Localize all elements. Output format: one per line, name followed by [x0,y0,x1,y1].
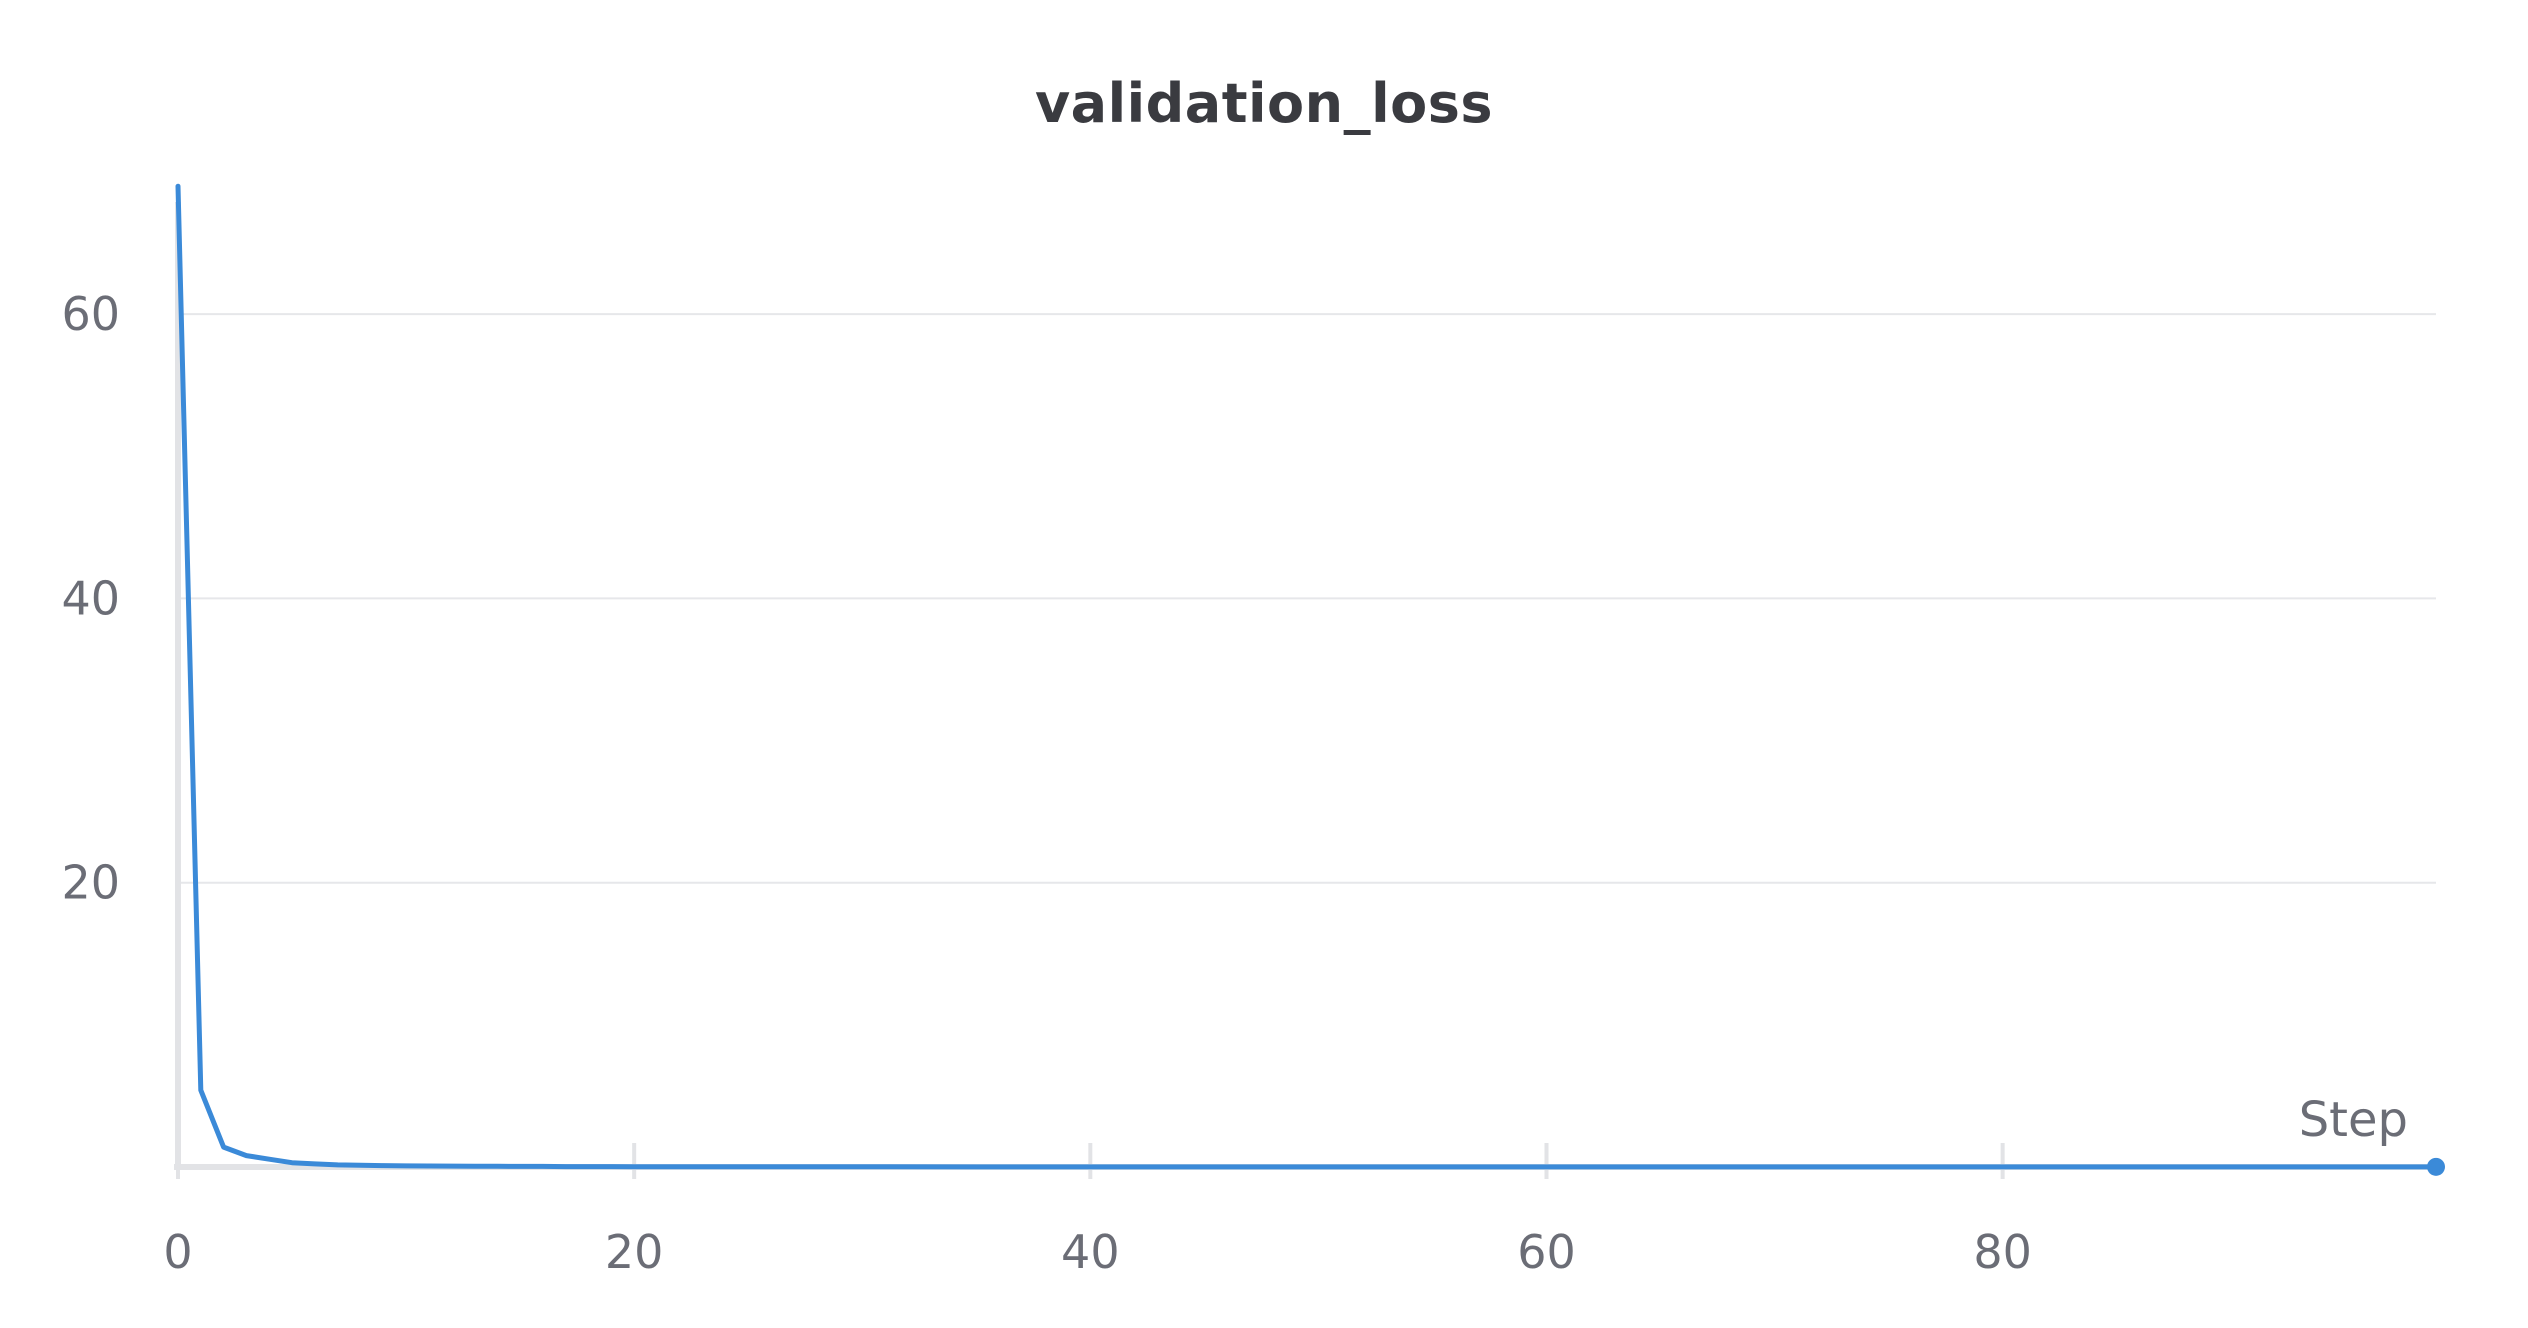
x-tick-label: 80 [1973,1225,2032,1279]
x-tick-label: 60 [1517,1225,1576,1279]
y-tick-label: 20 [61,856,120,910]
x-axis-title: Step [2299,1092,2408,1148]
x-tick-label: 20 [605,1225,664,1279]
y-tick-label: 40 [61,571,120,625]
x-tick-label: 0 [163,1225,192,1279]
series-line [175,183,2439,1170]
chart-title: validation_loss [1034,72,1493,135]
last-point-marker [2427,1157,2445,1176]
x-tick-label: 40 [1061,1225,1120,1279]
y-tick-label: 60 [61,287,120,341]
